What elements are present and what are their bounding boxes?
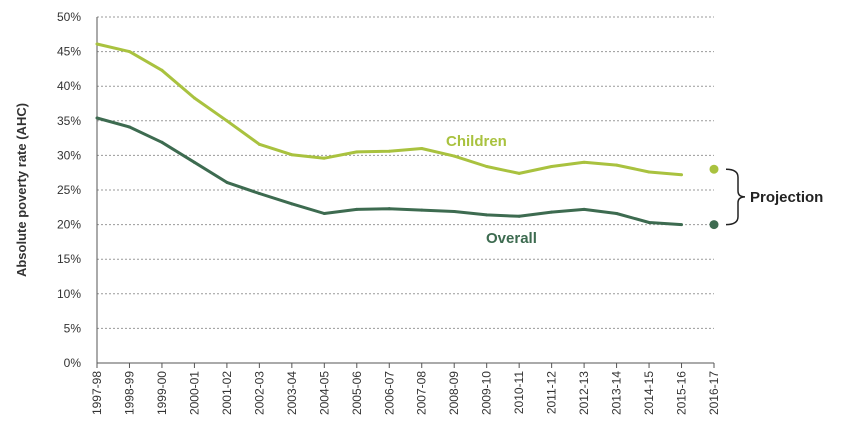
series-lines xyxy=(95,42,684,227)
y-tick-label: 5% xyxy=(64,321,82,335)
y-tick-label: 15% xyxy=(57,252,81,266)
data-point-overall xyxy=(387,207,391,211)
data-point-overall xyxy=(420,208,424,212)
x-tick-label: 2001-02 xyxy=(220,371,234,415)
data-point-overall xyxy=(290,202,294,206)
x-tick-label: 1998-99 xyxy=(122,371,136,415)
projection-points xyxy=(709,164,719,230)
x-tick-label: 2002-03 xyxy=(252,371,266,415)
x-tick-label: 2012-13 xyxy=(577,371,591,415)
data-point-children xyxy=(257,142,261,146)
data-point-children xyxy=(290,153,294,157)
data-point-children xyxy=(615,163,619,167)
projection-label: Projection xyxy=(750,189,823,206)
x-tick-label: 2009-10 xyxy=(480,371,494,415)
data-point-overall xyxy=(550,210,554,214)
y-axis-label: Absolute poverty rate (AHC) xyxy=(14,103,29,277)
y-tick-label: 40% xyxy=(57,79,81,93)
x-tick-label: 2016-17 xyxy=(707,371,721,415)
y-tick-label: 35% xyxy=(57,114,81,128)
data-point-children xyxy=(322,156,326,160)
data-point-overall xyxy=(322,212,326,216)
x-tick-label: 2010-11 xyxy=(512,371,526,414)
projection-brace xyxy=(725,168,746,226)
data-point-children xyxy=(225,119,229,123)
data-point-overall xyxy=(127,125,131,129)
data-point-overall xyxy=(160,140,164,144)
x-tick-label: 2006-07 xyxy=(382,371,396,415)
data-point-overall xyxy=(257,191,261,195)
x-tick-labels: 1997-98 1998-99 1999-00 2000-01 2001-02 2002-… xyxy=(90,371,721,415)
data-point-children xyxy=(582,160,586,164)
y-tick-label: 25% xyxy=(57,183,81,197)
data-point-overall xyxy=(582,207,586,211)
data-point-children xyxy=(680,173,684,177)
x-tick-label: 2013-14 xyxy=(610,371,624,415)
data-point-children xyxy=(160,68,164,72)
gridlines xyxy=(97,16,714,329)
data-point-overall xyxy=(452,209,456,213)
data-point-children xyxy=(387,149,391,153)
data-point-overall xyxy=(485,213,489,217)
projection-point-children xyxy=(709,164,719,174)
data-point-children xyxy=(127,50,131,54)
x-tick-label: 2008-09 xyxy=(447,371,461,415)
x-tick-label: 2015-16 xyxy=(675,371,689,415)
data-point-children xyxy=(192,96,196,100)
y-tick-label: 50% xyxy=(57,10,81,24)
data-point-children xyxy=(452,154,456,158)
data-point-overall xyxy=(225,180,229,184)
y-tick-label: 10% xyxy=(57,287,81,301)
x-tick-label: 2007-08 xyxy=(415,371,429,415)
data-point-children xyxy=(355,150,359,154)
y-tick-label: 45% xyxy=(57,45,81,59)
x-tick-label: 2011-12 xyxy=(545,371,559,414)
x-tick-label: 2004-05 xyxy=(317,371,331,415)
y-tick-label: 30% xyxy=(57,148,81,162)
series-label-overall: Overall xyxy=(486,230,537,247)
data-point-overall xyxy=(517,214,521,218)
x-tick-label: 2000-01 xyxy=(187,371,201,415)
y-tick-label: 20% xyxy=(57,218,81,232)
x-tick-label: 2003-04 xyxy=(285,371,299,415)
y-tick-label: 0% xyxy=(64,356,82,370)
data-point-overall xyxy=(355,207,359,211)
data-point-children xyxy=(517,171,521,175)
data-point-children xyxy=(647,170,651,174)
projection-point-overall xyxy=(709,220,719,230)
x-tick-label: 1997-98 xyxy=(90,371,104,415)
data-point-overall xyxy=(647,221,651,225)
data-point-children xyxy=(550,164,554,168)
data-point-children xyxy=(420,146,424,150)
y-tick-labels: 0% 5% 10% 15% 20% 25% 30% 35% 40% 45% 50% xyxy=(57,10,81,370)
axes xyxy=(96,17,715,368)
data-point-children xyxy=(485,164,489,168)
x-tick-label: 2014-15 xyxy=(642,371,656,415)
x-tick-label: 2005-06 xyxy=(350,371,364,415)
data-point-overall xyxy=(192,160,196,164)
series-label-children: Children xyxy=(446,133,507,150)
data-point-children xyxy=(95,42,99,46)
data-point-overall xyxy=(615,212,619,216)
data-point-overall xyxy=(95,116,99,120)
x-tick-label: 1999-00 xyxy=(155,371,169,415)
data-point-overall xyxy=(680,223,684,227)
